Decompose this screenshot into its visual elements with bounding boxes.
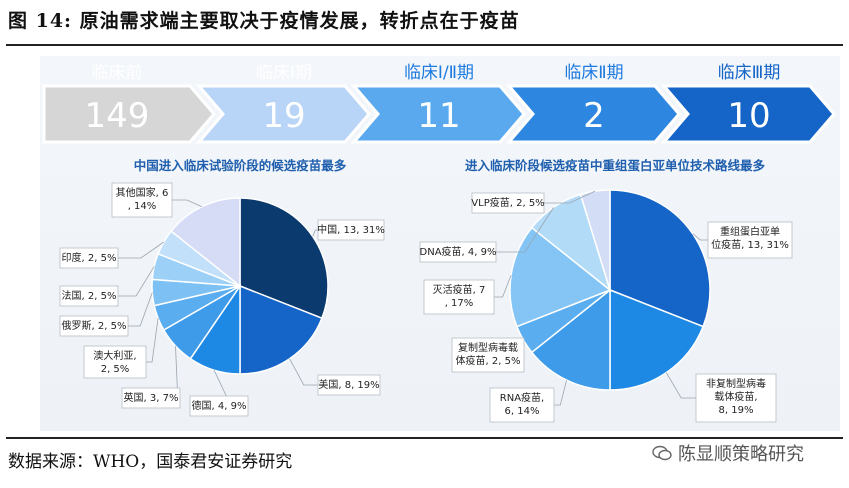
leader-line — [312, 229, 318, 237]
slice-label-line: 6, 14% — [505, 406, 540, 417]
leader-line — [496, 207, 555, 253]
stage-chevron — [660, 84, 836, 144]
stage-label: 临床Ⅱ期 — [564, 63, 623, 83]
stage-chevron — [42, 84, 216, 144]
wechat-icon — [652, 445, 672, 461]
stage-value: 2 — [583, 96, 605, 136]
slice-label-line: 灭活疫苗, 7 — [433, 283, 486, 296]
label-box — [83, 345, 147, 379]
slice-label-line: 德国, 4, 9% — [192, 399, 247, 412]
slice-label-line: 法国, 2, 5% — [62, 289, 117, 302]
stage-value: 11 — [417, 96, 460, 136]
stage-value: 149 — [85, 96, 150, 136]
slice-label-line: 澳大利亚, — [93, 349, 136, 362]
label-box — [121, 387, 181, 409]
label-box — [111, 182, 173, 218]
stage-chevron — [505, 84, 681, 144]
label-box — [189, 395, 249, 417]
slice-label-line: 美国, 8, 19% — [318, 378, 379, 391]
bottom-rule — [6, 437, 843, 439]
label-box — [695, 373, 777, 423]
watermark-text: 陈显顺策略研究 — [678, 444, 804, 465]
slice-label-line: 其他国家, 6 — [116, 186, 169, 199]
pie-slice — [509, 226, 612, 328]
leader-line — [665, 372, 696, 399]
stage-label: 临床前 — [92, 63, 143, 83]
label-box — [59, 247, 119, 269]
leader-line — [554, 379, 567, 406]
label-box — [59, 285, 119, 307]
slice-label-line: 中国, 13, 31% — [317, 223, 385, 236]
slice-label-line: , 17% — [445, 298, 474, 309]
slice-label-line: , 14% — [128, 201, 157, 212]
stage-chevron — [195, 84, 371, 144]
slice-label-line: 2, 5% — [101, 364, 130, 375]
top-rule — [6, 44, 843, 46]
label-box — [317, 374, 381, 396]
leader-line — [494, 274, 512, 298]
leader-line — [128, 292, 153, 327]
stage-label: 临床Ⅰ/Ⅱ期 — [404, 63, 474, 83]
label-box — [419, 241, 497, 263]
stage-value: 19 — [262, 96, 305, 136]
leader-line — [118, 266, 155, 297]
slice-label-line: RNA疫苗, — [500, 391, 544, 404]
slice-label-line: 非复制型病毒 — [706, 377, 766, 390]
slice-label-line: 8, 19% — [719, 405, 754, 416]
label-box — [317, 219, 385, 241]
leader-line — [146, 318, 159, 363]
slice-label-line: 载体疫苗, — [714, 390, 757, 403]
label-box — [489, 387, 555, 423]
slice-label-line: DNA疫苗, 4, 9% — [420, 245, 497, 258]
label-box — [423, 279, 495, 315]
pie-title: 中国进入临床试验阶段的候选疫苗最多 — [134, 158, 347, 173]
leader-line — [289, 358, 318, 386]
stage-chevron — [350, 84, 526, 144]
leader-line — [544, 190, 596, 204]
slice-label-line: 英国, 3, 7% — [124, 391, 179, 404]
pie-slice — [609, 288, 705, 391]
label-box — [59, 315, 129, 337]
slice-label-line: 俄罗斯, 2, 5% — [62, 319, 127, 332]
slice-label-line: 重组蛋白亚单 — [720, 225, 780, 238]
slice-label-line: VLP疫苗, 2, 5% — [471, 196, 544, 209]
label-box — [471, 192, 545, 214]
leader-line — [172, 199, 202, 208]
slice-label-line: 体疫苗, 2, 5% — [456, 354, 521, 367]
pie-slice — [530, 288, 611, 391]
stage-label: 临床Ⅲ期 — [718, 63, 781, 83]
pie-slice — [170, 197, 241, 288]
pie-slice — [609, 189, 711, 328]
label-box — [707, 221, 793, 259]
leader-line — [118, 241, 165, 259]
slice-label-line: 印度, 2, 5% — [62, 251, 117, 264]
label-box — [451, 337, 525, 373]
leader-line — [692, 233, 708, 241]
watermark: 陈显顺策略研究 — [652, 440, 804, 466]
pie-title: 进入临床阶段候选疫苗中重组蛋白亚单位技术路线最多 — [465, 158, 766, 173]
stage-label: 临床Ⅰ期 — [256, 63, 312, 83]
stage-value: 10 — [727, 96, 770, 136]
slice-label-line: 位疫苗, 13, 31% — [711, 238, 789, 251]
source-note: 数据来源：WHO，国泰君安证券研究 — [8, 452, 293, 472]
figure-title: 图 14: 原油需求端主要取决于疫情发展，转折点在于疫苗 — [8, 10, 520, 32]
slice-label-line: 复制型病毒载 — [458, 341, 518, 354]
